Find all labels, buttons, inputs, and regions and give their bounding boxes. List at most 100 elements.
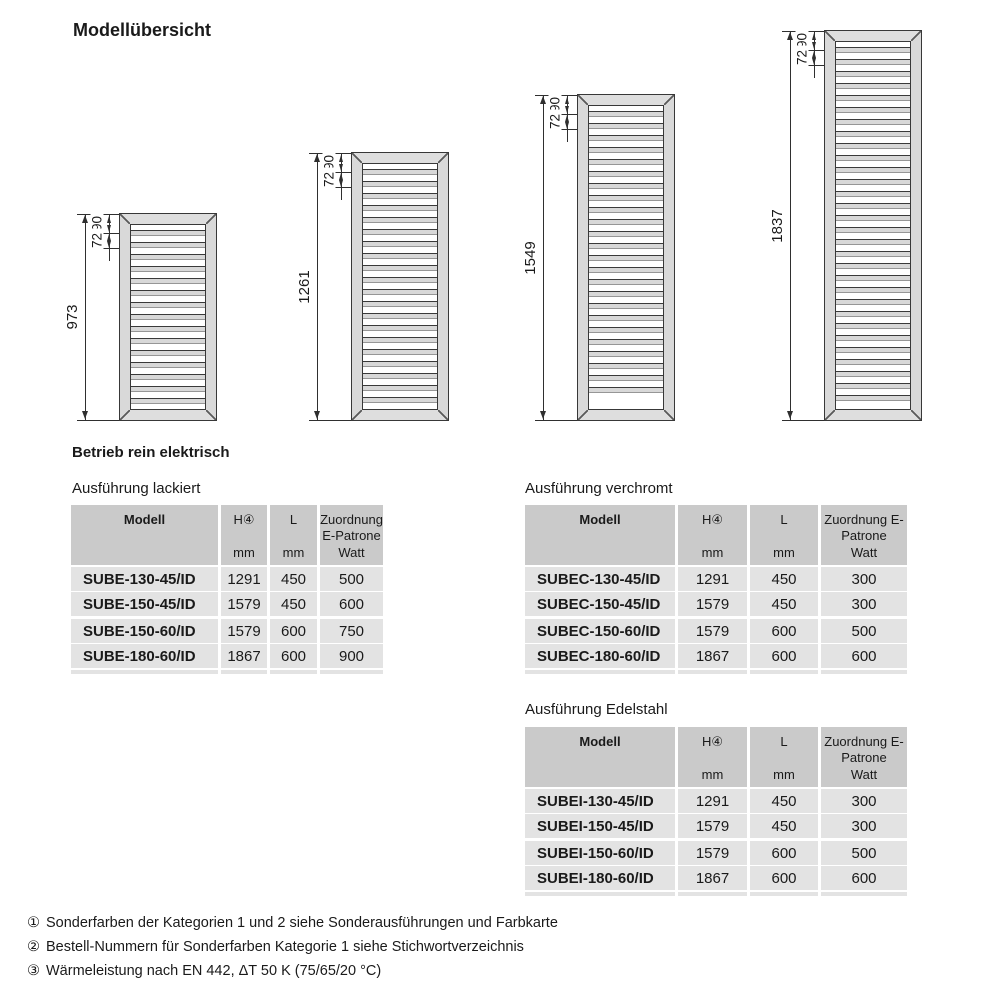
- table-row: SUBEI-150-45/ID 1579 450 300: [525, 814, 907, 838]
- dimension-extension-line: [782, 420, 825, 421]
- arrow-down-icon: [107, 241, 111, 248]
- table-bottom-strip: [525, 670, 907, 674]
- arrow-down-icon: [107, 225, 111, 232]
- table-row: SUBEC-130-45/ID 1291 450 300: [525, 567, 907, 591]
- arrow-up-icon: [339, 173, 343, 180]
- model-name: SUBEC-150-45/ID: [525, 592, 675, 616]
- arrow-up-icon: [540, 96, 546, 104]
- unit-mm: mm: [233, 545, 255, 560]
- watt-value: 300: [821, 567, 907, 591]
- table-row: SUBEC-180-60/ID 1867 600 600: [525, 644, 907, 668]
- overall-height-label: 1549: [522, 240, 539, 275]
- length-value: 600: [750, 644, 818, 668]
- col-header-l: L: [780, 734, 788, 749]
- arrow-up-icon: [565, 97, 569, 104]
- table-bottom-strip: [525, 892, 907, 896]
- model-diagrams: 973 90 72 1261: [0, 0, 1000, 445]
- dimension-extension-line: [535, 420, 578, 421]
- page-title: Modellübersicht: [73, 20, 212, 40]
- overall-dimension-line: [85, 214, 86, 420]
- radiator-body: [351, 152, 449, 421]
- arrow-down-icon: [812, 58, 816, 65]
- table-row: SUBEI-150-60/ID 1579 600 500: [525, 841, 907, 865]
- length-value: 600: [750, 841, 818, 865]
- watt-value: 600: [821, 644, 907, 668]
- arrow-up-icon: [812, 33, 816, 40]
- col-header-zuordnung: Zuordnung E-Patrone: [320, 512, 383, 543]
- overall-dimension-line: [790, 31, 791, 420]
- overall-height-label: 1837: [769, 208, 786, 243]
- radiator-tubes: [131, 225, 205, 409]
- overall-dimension-line: [543, 95, 544, 420]
- length-value: 600: [750, 619, 818, 643]
- length-value: 450: [270, 567, 317, 591]
- table-row: SUBE-150-60/ID 1579 600 750: [71, 619, 383, 643]
- arrow-down-icon: [314, 411, 320, 419]
- unit-mm: mm: [282, 545, 305, 560]
- arrow-down-icon: [565, 122, 569, 129]
- radiator-body: [577, 94, 675, 421]
- unit-mm: mm: [773, 767, 795, 782]
- table-title-edelstahl: Ausführung Edelstahl: [525, 701, 668, 718]
- top-dimension-chain: 90 72: [90, 211, 120, 264]
- table-title-verchromt: Ausführung verchromt: [525, 480, 673, 497]
- length-value: 450: [750, 592, 818, 616]
- model-name: SUBE-180-60/ID: [71, 644, 218, 668]
- model-name: SUBEC-150-60/ID: [525, 619, 675, 643]
- watt-value: 500: [821, 619, 907, 643]
- height-value: 1579: [678, 619, 747, 643]
- unit-watt: Watt: [850, 545, 878, 560]
- height-value: 1867: [678, 644, 747, 668]
- footnote-2: ② Bestell-Nummern für Sonderfarben Katego…: [27, 935, 558, 959]
- height-value: 1579: [678, 814, 747, 838]
- table-row: SUBEC-150-45/ID 1579 450 300: [525, 592, 907, 616]
- col-header-zuordnung: Zuordnung E-Patrone: [824, 512, 904, 543]
- model-name: SUBEI-130-45/ID: [525, 789, 675, 813]
- height-value: 1291: [678, 567, 747, 591]
- radiator-tubes: [836, 42, 910, 409]
- top-dimension-chain: 90 72: [548, 92, 578, 145]
- model-name: SUBEI-180-60/ID: [525, 866, 675, 890]
- arrow-down-icon: [339, 164, 343, 171]
- table-row: SUBE-130-45/ID 1291 450 500: [71, 567, 383, 591]
- unit-watt: Watt: [338, 545, 365, 560]
- radiator-tubes: [589, 106, 663, 409]
- radiator-body: [824, 30, 922, 421]
- arrow-down-icon: [82, 411, 88, 419]
- footnote-text: Wärmeleistung nach EN 442, ΔT 50 K (75/6…: [46, 963, 382, 979]
- dimension-extension-line: [77, 420, 120, 421]
- watt-value: 300: [821, 814, 907, 838]
- watt-value: 600: [320, 592, 383, 616]
- watt-value: 600: [821, 866, 907, 890]
- col-header-l: L: [780, 512, 788, 527]
- col-header-h: H④: [233, 512, 255, 527]
- height-value: 1867: [221, 644, 267, 668]
- arrow-down-icon: [812, 42, 816, 49]
- footnote-marker-2: ②: [27, 939, 40, 955]
- footnote-marker-3: ③: [27, 963, 40, 979]
- dim-72-label: 72: [548, 109, 563, 134]
- arrow-down-icon: [540, 411, 546, 419]
- radiator-body: [119, 213, 217, 421]
- overall-dimension-line: [317, 153, 318, 420]
- col-header-h: H④: [701, 512, 724, 527]
- table-row: SUBEI-130-45/ID 1291 450 300: [525, 789, 907, 813]
- table-row: SUBE-150-45/ID 1579 450 600: [71, 592, 383, 616]
- arrow-up-icon: [107, 234, 111, 241]
- unit-mm: mm: [701, 767, 724, 782]
- watt-value: 300: [821, 592, 907, 616]
- height-value: 1579: [678, 592, 747, 616]
- col-header-modell: Modell: [579, 734, 621, 749]
- height-value: 1291: [221, 567, 267, 591]
- footnote-marker-1: ①: [27, 915, 40, 931]
- dim-72-label: 72: [795, 45, 810, 70]
- footnote-1: ① Sonderfarben der Kategorien 1 und 2 sie…: [27, 911, 558, 935]
- watt-value: 750: [320, 619, 383, 643]
- footnote-text: Sonderfarben der Kategorien 1 und 2 sieh…: [46, 915, 558, 931]
